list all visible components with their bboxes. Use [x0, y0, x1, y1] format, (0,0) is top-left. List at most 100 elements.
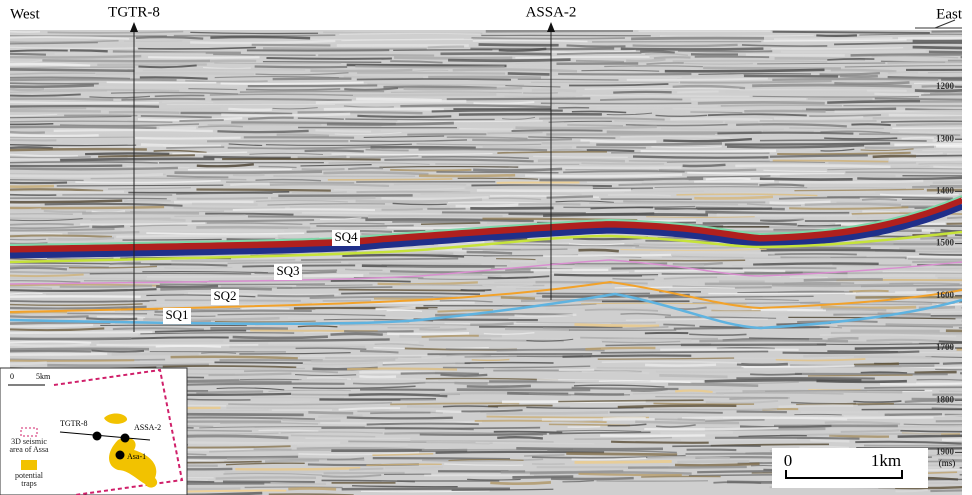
reflector [899, 249, 972, 250]
reflector [501, 297, 535, 298]
reflector [828, 338, 859, 339]
reflector [659, 375, 727, 376]
reflector [448, 60, 571, 61]
reflector [394, 57, 512, 58]
reflector [370, 147, 475, 148]
reflector [934, 221, 972, 222]
reflector [551, 478, 634, 479]
reflector [57, 185, 224, 186]
reflector [10, 50, 68, 51]
reflector [633, 393, 724, 394]
reflector [10, 332, 152, 333]
reflector [349, 469, 383, 470]
reflector [808, 375, 913, 376]
inset-scale-label: 5km [36, 372, 51, 381]
horizon-label: SQ1 [165, 307, 188, 322]
reflector [665, 70, 825, 71]
reflector [305, 150, 364, 151]
reflector [834, 82, 909, 83]
reflector [10, 334, 138, 335]
reflector [368, 216, 503, 217]
reflector [316, 225, 413, 226]
reflector [670, 119, 772, 120]
reflector [574, 394, 624, 395]
reflector [166, 147, 224, 148]
reflector [189, 443, 340, 444]
reflector [155, 95, 205, 96]
reflector [576, 147, 646, 148]
reflector [359, 376, 396, 377]
reflector [512, 477, 573, 478]
reflector [673, 263, 723, 264]
reflector [128, 192, 289, 193]
reflector [862, 211, 899, 212]
reflector [316, 101, 466, 102]
reflector [432, 110, 563, 111]
reflector [10, 207, 164, 208]
reflector [214, 63, 341, 64]
reflector [894, 143, 972, 144]
reflector [10, 89, 44, 90]
reflector [774, 117, 863, 118]
reflector [633, 45, 738, 46]
reflector [10, 124, 53, 125]
reflector [816, 35, 857, 36]
reflector [233, 209, 375, 210]
reflector [808, 99, 873, 100]
legend-swatch [21, 460, 37, 470]
reflector [107, 45, 246, 46]
reflector [660, 433, 732, 434]
reflector [251, 397, 344, 398]
reflector [263, 62, 381, 63]
reflector [864, 445, 972, 446]
reflector [621, 49, 764, 50]
reflector [394, 184, 466, 185]
reflector [10, 180, 84, 181]
reflector [213, 54, 315, 55]
reflector [929, 52, 972, 53]
seismic-figure: West East TGTR-8 ASSA-2 SQ4 SQ3 SQ2 SQ1 … [0, 0, 972, 495]
reflector [397, 121, 542, 122]
reflector [565, 170, 658, 171]
reflector [198, 126, 243, 127]
reflector [192, 204, 258, 205]
reflector [366, 150, 409, 151]
reflector [210, 61, 256, 62]
reflector [10, 69, 135, 70]
reflector [759, 185, 804, 186]
reflector [575, 461, 672, 462]
reflector [467, 252, 513, 253]
reflector [10, 210, 41, 211]
reflector [188, 368, 305, 369]
reflector [140, 361, 218, 362]
reflector [515, 127, 656, 128]
reflector [898, 37, 972, 38]
reflector [10, 192, 124, 193]
reflector [725, 143, 890, 144]
reflector [143, 70, 305, 71]
reflector [467, 479, 521, 480]
reflector [806, 109, 896, 110]
reflector [44, 90, 179, 91]
reflector [773, 32, 930, 33]
reflector [277, 287, 393, 288]
reflector [10, 360, 134, 361]
reflector [342, 489, 510, 490]
reflector [770, 155, 868, 156]
reflector [10, 349, 149, 350]
reflector [947, 217, 972, 218]
reflector [357, 79, 511, 80]
reflector [150, 264, 228, 265]
reflector [10, 342, 91, 343]
reflector [381, 130, 511, 131]
reflector [779, 181, 923, 182]
reflector [851, 54, 972, 55]
reflector [472, 139, 572, 140]
reflector [906, 69, 972, 70]
reflector [705, 212, 849, 213]
reflector [623, 201, 765, 202]
reflector [341, 272, 385, 273]
reflector [404, 88, 523, 89]
reflector [367, 424, 479, 425]
reflector [769, 202, 830, 203]
